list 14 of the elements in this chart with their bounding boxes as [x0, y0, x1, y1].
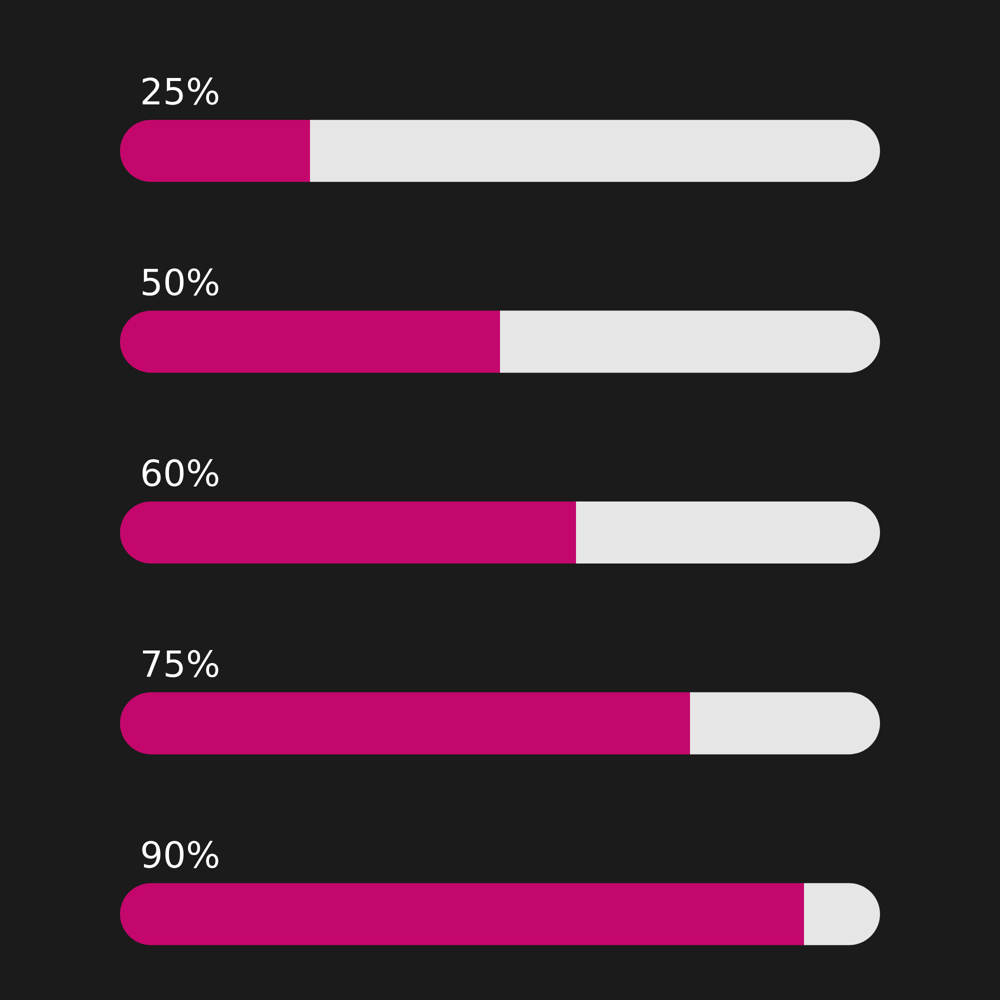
bar	[120, 883, 804, 946]
bar	[120, 692, 690, 754]
bar	[500, 310, 880, 373]
data-label: 75%	[142, 650, 218, 678]
data-label: 90%	[142, 840, 218, 868]
data-label: 50%	[142, 268, 218, 296]
bar	[120, 120, 310, 182]
bar	[310, 120, 880, 182]
bar	[690, 692, 880, 754]
data-label: 25%	[142, 78, 218, 105]
bar	[120, 501, 576, 564]
bar	[576, 501, 880, 564]
data-label: 60%	[142, 459, 218, 486]
bar	[120, 310, 500, 373]
